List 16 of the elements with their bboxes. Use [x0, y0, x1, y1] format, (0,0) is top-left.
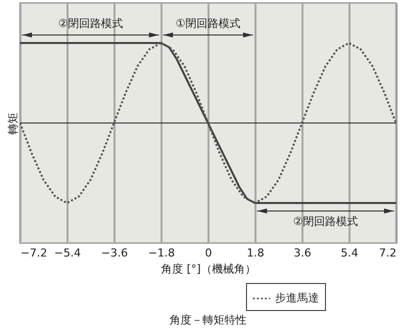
x-tick-label: −3.6	[101, 246, 128, 260]
x-tick-label: −7.2	[20, 246, 48, 260]
x-tick-label: 3.6	[294, 246, 312, 260]
band-label: ①閉回路模式	[176, 16, 240, 30]
y-axis-title: 轉矩	[6, 112, 20, 134]
x-tick-label: 0	[205, 246, 212, 260]
x-tick-label: −5.4	[54, 246, 81, 260]
text: 角度－轉矩特性	[170, 314, 246, 326]
x-tick-label: 1.8	[246, 246, 264, 260]
x-tick-label: −1.8	[148, 246, 175, 260]
band-label: ②閉回路模式	[58, 16, 123, 30]
x-axis-title: 角度 [°]（機械角）	[161, 262, 256, 276]
legend-label: 步進馬達	[275, 292, 319, 304]
x-tick-label: 5.4	[340, 246, 358, 260]
x-tick-label: 7.2	[379, 246, 396, 260]
band-label: ②閉回路模式	[293, 215, 358, 228]
